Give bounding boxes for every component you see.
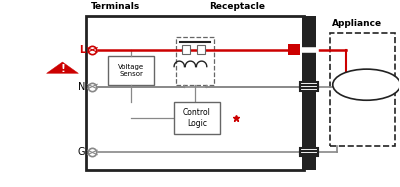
Text: Appliance: Appliance: [332, 19, 382, 28]
Bar: [300, 148, 318, 157]
Bar: [86, 16, 304, 170]
Bar: [197, 45, 205, 54]
Text: G: G: [78, 147, 85, 157]
Bar: [288, 44, 300, 55]
Text: !: !: [60, 64, 65, 73]
Bar: [182, 45, 190, 54]
Text: L: L: [79, 45, 85, 55]
Bar: [176, 37, 214, 85]
Bar: [174, 102, 220, 134]
Text: Receptacle: Receptacle: [209, 2, 265, 11]
Text: Terminals: Terminals: [90, 2, 140, 11]
Polygon shape: [46, 62, 78, 73]
Circle shape: [333, 69, 400, 100]
Bar: [330, 33, 395, 146]
Text: N: N: [78, 82, 85, 91]
Text: Control
Logic: Control Logic: [183, 108, 211, 128]
Text: Voltage
Sensor: Voltage Sensor: [118, 64, 144, 77]
Bar: [302, 16, 316, 170]
Bar: [108, 56, 154, 85]
Bar: [300, 82, 318, 91]
